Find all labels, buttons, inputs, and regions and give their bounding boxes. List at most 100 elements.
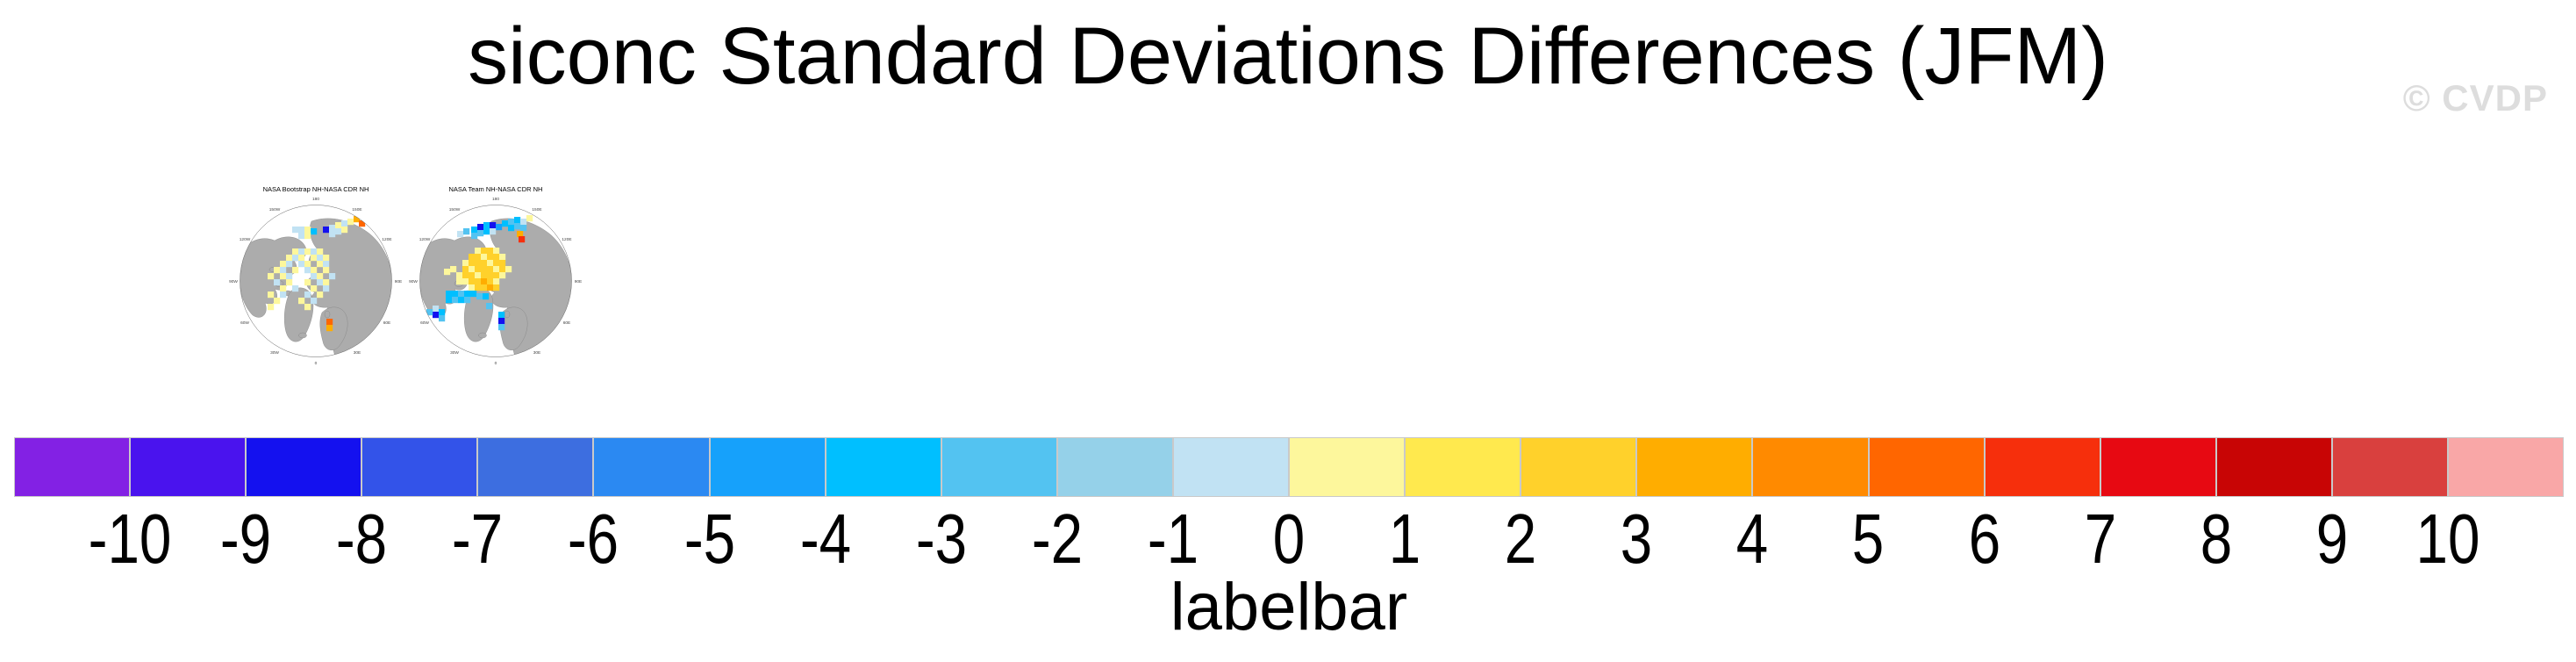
map-boundary-circle — [419, 205, 572, 357]
colorbar-tick-label: 7 — [2084, 500, 2116, 578]
map-boundary-circle — [240, 205, 392, 357]
map-cell — [483, 293, 490, 300]
map-cell — [457, 231, 464, 238]
colorbar-tick-label: 4 — [1736, 500, 1769, 578]
colorbar-tick-label: -2 — [1031, 500, 1083, 578]
lon-label-180: 180 — [492, 197, 499, 202]
map-cell — [462, 260, 469, 267]
map-cell — [268, 304, 275, 311]
map-cell — [452, 291, 459, 298]
map-cell — [517, 231, 524, 238]
map-cell — [347, 219, 354, 226]
map-cell — [481, 248, 488, 255]
map-cell — [323, 267, 330, 274]
lon-label-120E: 120E — [382, 237, 391, 242]
map-cell — [335, 228, 342, 235]
map-cell — [304, 261, 311, 268]
map-cell — [469, 272, 476, 279]
map-cell — [446, 291, 453, 298]
map-cell — [298, 227, 305, 234]
colorbar-segment — [246, 437, 362, 497]
map-cell — [475, 272, 482, 279]
lon-label-90W: 90W — [409, 279, 418, 284]
map-cell — [498, 318, 505, 325]
map-cell — [280, 261, 287, 268]
map-cell — [481, 266, 488, 273]
map-cell — [298, 261, 305, 268]
map-cell — [481, 278, 488, 285]
map-cell — [499, 272, 506, 279]
lon-label-30E: 30E — [533, 350, 541, 356]
colorbar-segment — [2447, 437, 2565, 497]
map-cell — [463, 228, 470, 235]
map-cell — [311, 285, 318, 292]
map-cell — [323, 255, 330, 262]
map-cell — [311, 248, 318, 255]
colorbar-segment — [477, 437, 594, 497]
lon-label-30E: 30E — [354, 350, 361, 356]
map-cell — [444, 269, 451, 276]
lon-label-60E: 60E — [563, 320, 571, 326]
colorbar-tick-labels: -10 -9 -8 -7 -6 -5 -4 -3 -2 -1 0 1 2 3 4 5 6 7 8 9 10 — [14, 499, 2564, 586]
lon-label-90E: 90E — [395, 279, 403, 284]
map-cell — [462, 272, 469, 279]
map-cell — [317, 255, 324, 262]
map-cell — [274, 298, 281, 305]
colorbar-tick-label: -5 — [683, 500, 735, 578]
map-cell — [471, 233, 478, 240]
map-cell — [493, 248, 500, 255]
map-cell — [298, 298, 305, 305]
map-cell — [329, 231, 336, 238]
map-cell — [274, 267, 281, 274]
map-cell — [487, 266, 494, 273]
map-cell — [520, 219, 527, 226]
map-cell — [292, 255, 299, 262]
map-cell — [311, 298, 318, 305]
colorbar-tick-label: -3 — [915, 500, 967, 578]
colorbar-segment — [1984, 437, 2100, 497]
colorbar-tick-label: 10 — [2415, 500, 2480, 578]
lon-label-120E: 120E — [562, 237, 571, 242]
colorbar-tick-label: 5 — [1852, 500, 1885, 578]
colorbar-tick-label: 8 — [2200, 500, 2232, 578]
map-title: NASA Bootstrap NH-NASA CDR NH — [263, 185, 369, 193]
map-cell — [286, 279, 293, 286]
map-cell — [475, 254, 482, 261]
map-cell — [335, 222, 342, 229]
colorbar-tick-label: -8 — [336, 500, 388, 578]
map-cell — [464, 291, 471, 298]
map-cell — [359, 220, 366, 227]
map-cell — [481, 254, 488, 261]
map-cell — [469, 254, 476, 261]
colorbar-segment — [593, 437, 710, 497]
map-cell — [464, 297, 471, 304]
map-cell — [490, 222, 497, 229]
map-cell — [274, 279, 281, 286]
map-cell — [268, 291, 275, 299]
map-cell — [317, 261, 324, 268]
lon-labels: 180 150E 120E 90E 60E 30E 0 30W 60W 90W 120W 150W — [229, 197, 402, 366]
map-cell — [450, 266, 457, 273]
map-cell — [487, 260, 494, 267]
map-cell — [458, 291, 465, 298]
map-cell — [354, 216, 361, 223]
map-cell — [323, 285, 330, 292]
map-cell — [268, 273, 275, 280]
map-cell — [311, 267, 318, 274]
map-cell — [280, 267, 287, 274]
map-cell — [433, 306, 440, 313]
map-cell — [487, 284, 494, 291]
map-cell — [304, 279, 311, 286]
colorbar-tick-label: 0 — [1272, 500, 1306, 578]
map-cell — [292, 227, 299, 234]
colorbar-tick-label: -4 — [799, 500, 851, 578]
colorbar-tick-label: 1 — [1388, 500, 1421, 578]
map-cell — [292, 248, 299, 255]
map-cell — [304, 267, 311, 274]
map-cell — [499, 266, 506, 273]
map-cell — [475, 278, 482, 285]
map-cell — [298, 233, 305, 240]
map-cell — [481, 272, 488, 279]
map-cell — [493, 254, 500, 261]
